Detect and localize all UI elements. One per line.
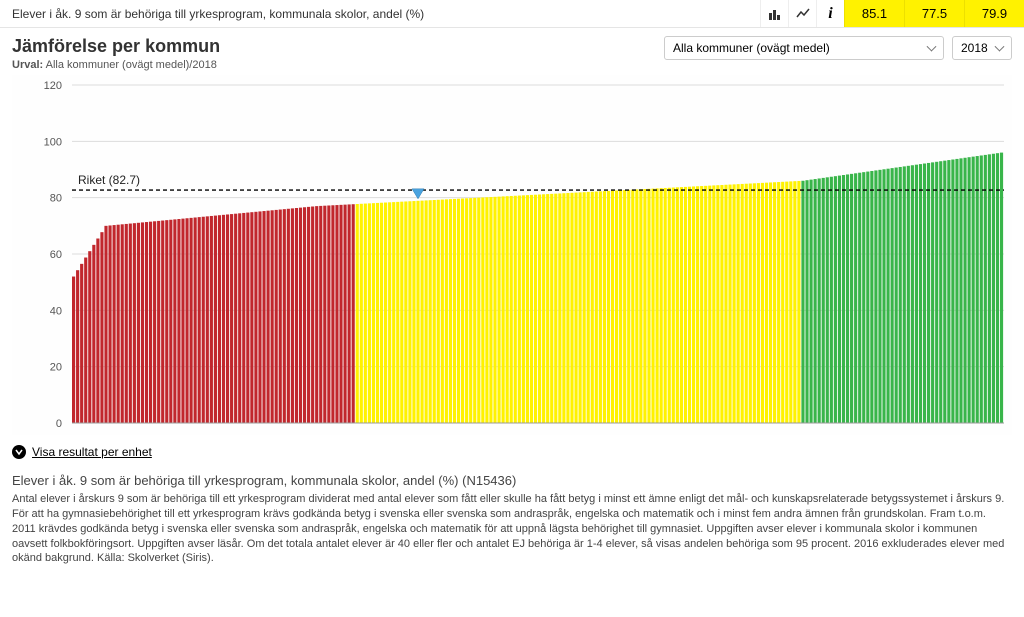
description-block: Elever i åk. 9 som är behöriga till yrke… — [0, 465, 1024, 578]
svg-text:20: 20 — [50, 362, 62, 374]
info-icon[interactable]: i — [816, 0, 844, 27]
municipality-dropdown[interactable]: Alla kommuner (ovägt medel) — [664, 36, 944, 60]
value-cell-2: 77.5 — [904, 0, 964, 27]
top-icon-group: i — [760, 0, 844, 27]
svg-text:40: 40 — [50, 305, 62, 317]
top-values: 85.1 77.5 79.9 — [844, 0, 1024, 27]
svg-text:60: 60 — [50, 249, 62, 261]
description-body: Antal elever i årskurs 9 som är behöriga… — [12, 492, 1012, 566]
svg-text:100: 100 — [44, 136, 62, 148]
year-dropdown[interactable]: 2018 — [952, 36, 1012, 60]
chart-container: 0 20 40 60 80 100 120 Riket (82.7) — [0, 75, 1024, 435]
indicator-title: Elever i åk. 9 som är behöriga till yrke… — [0, 7, 760, 21]
svg-text:Riket (82.7): Riket (82.7) — [78, 173, 140, 187]
selection-subtitle: Urval: Alla kommuner (ovägt medel)/2018 — [12, 59, 664, 71]
bar-chart: 0 20 40 60 80 100 120 Riket (82.7) — [12, 75, 1012, 435]
header-row: Jämförelse per kommun Urval: Alla kommun… — [0, 28, 1024, 75]
line-chart-icon[interactable] — [788, 0, 816, 27]
expand-icon[interactable] — [12, 445, 26, 459]
value-cell-3: 79.9 — [964, 0, 1024, 27]
description-title: Elever i åk. 9 som är behöriga till yrke… — [12, 473, 1012, 488]
svg-text:80: 80 — [50, 193, 62, 205]
page-title: Jämförelse per kommun — [12, 36, 664, 57]
expand-row: Visa resultat per enhet — [0, 435, 1024, 465]
expand-link[interactable]: Visa resultat per enhet — [32, 445, 152, 459]
top-bar: Elever i åk. 9 som är behöriga till yrke… — [0, 0, 1024, 28]
svg-text:0: 0 — [56, 418, 62, 430]
bar-chart-icon[interactable] — [760, 0, 788, 27]
value-cell-1: 85.1 — [844, 0, 904, 27]
svg-text:120: 120 — [44, 80, 62, 92]
